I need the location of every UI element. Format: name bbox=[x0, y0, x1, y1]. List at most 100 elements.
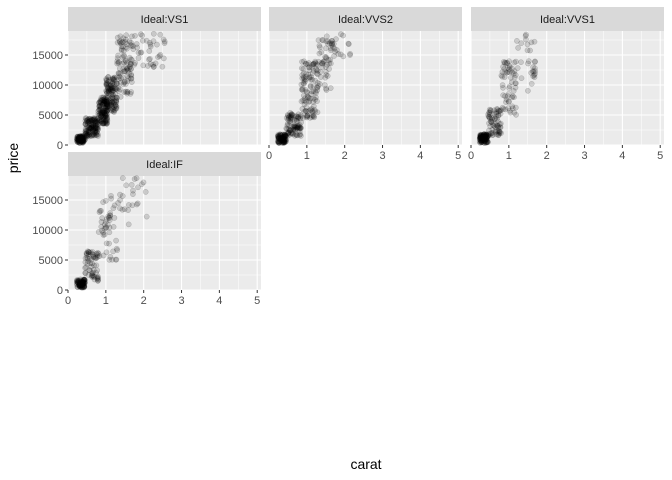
data-point bbox=[323, 54, 330, 61]
data-point bbox=[130, 43, 136, 49]
data-point bbox=[304, 108, 311, 115]
data-point bbox=[500, 106, 507, 112]
data-point bbox=[79, 138, 86, 145]
data-point bbox=[75, 137, 81, 144]
data-point bbox=[274, 138, 281, 145]
data-point bbox=[105, 103, 111, 110]
data-point bbox=[283, 136, 289, 143]
x-tick-label: 0 bbox=[65, 295, 71, 307]
data-point bbox=[76, 137, 82, 144]
data-point bbox=[104, 107, 110, 114]
data-point bbox=[77, 134, 84, 140]
data-point bbox=[278, 132, 284, 139]
data-point bbox=[277, 131, 284, 138]
data-point bbox=[128, 60, 134, 67]
data-point bbox=[146, 48, 153, 54]
data-point bbox=[278, 135, 284, 142]
data-point bbox=[289, 130, 296, 137]
data-point bbox=[326, 66, 332, 72]
data-point bbox=[114, 81, 120, 87]
data-point bbox=[96, 99, 103, 105]
data-point bbox=[150, 61, 156, 68]
data-point bbox=[82, 120, 89, 127]
data-point bbox=[331, 45, 338, 52]
data-point bbox=[79, 282, 86, 288]
data-point bbox=[276, 132, 283, 139]
data-point bbox=[514, 65, 521, 71]
data-point bbox=[78, 134, 84, 141]
data-point bbox=[124, 59, 131, 66]
data-point bbox=[74, 136, 81, 143]
data-point bbox=[304, 112, 311, 119]
data-point bbox=[312, 60, 319, 66]
data-point bbox=[478, 137, 484, 144]
data-point bbox=[276, 135, 283, 141]
data-point bbox=[94, 116, 101, 123]
data-point bbox=[82, 121, 89, 128]
data-point bbox=[156, 53, 163, 60]
data-point bbox=[97, 116, 103, 123]
data-point bbox=[82, 115, 89, 122]
data-point bbox=[291, 126, 298, 133]
data-point bbox=[525, 60, 531, 67]
data-point bbox=[120, 81, 127, 88]
data-point bbox=[116, 86, 123, 92]
data-point bbox=[97, 100, 104, 106]
data-point bbox=[111, 107, 118, 113]
data-point bbox=[108, 107, 115, 114]
data-point bbox=[92, 125, 99, 132]
data-point bbox=[123, 32, 130, 39]
data-point bbox=[105, 88, 112, 95]
data-point bbox=[309, 62, 316, 68]
data-point bbox=[110, 106, 117, 113]
data-point bbox=[103, 99, 110, 105]
data-point bbox=[124, 89, 131, 96]
data-point bbox=[314, 84, 321, 91]
data-point bbox=[510, 88, 517, 94]
data-point bbox=[324, 41, 331, 47]
data-point bbox=[320, 58, 327, 65]
data-point bbox=[479, 134, 486, 141]
data-point bbox=[101, 98, 108, 104]
data-point bbox=[315, 82, 322, 89]
data-point bbox=[78, 134, 85, 140]
data-point bbox=[281, 139, 288, 146]
data-point bbox=[73, 135, 80, 142]
data-point bbox=[94, 119, 100, 126]
data-point bbox=[121, 89, 128, 95]
data-point bbox=[280, 134, 287, 141]
data-point bbox=[90, 127, 96, 134]
data-point bbox=[311, 114, 318, 121]
data-point bbox=[92, 125, 99, 132]
data-point bbox=[103, 82, 110, 89]
data-point bbox=[100, 121, 107, 127]
data-point bbox=[122, 36, 129, 43]
data-point bbox=[80, 138, 87, 145]
data-point bbox=[300, 115, 306, 121]
data-point bbox=[291, 123, 298, 130]
data-point bbox=[103, 79, 110, 86]
data-point bbox=[94, 125, 101, 132]
data-point bbox=[79, 135, 86, 142]
data-point bbox=[80, 137, 87, 144]
data-point bbox=[74, 133, 81, 140]
data-point bbox=[95, 112, 102, 119]
data-point bbox=[128, 71, 135, 78]
data-point bbox=[319, 60, 326, 67]
data-point bbox=[138, 49, 145, 56]
data-point bbox=[80, 135, 86, 141]
data-point bbox=[83, 130, 90, 137]
data-point bbox=[121, 78, 128, 85]
data-point bbox=[95, 115, 102, 121]
data-point bbox=[294, 124, 301, 131]
data-point bbox=[89, 117, 95, 123]
data-point bbox=[103, 94, 110, 100]
data-point bbox=[318, 49, 325, 56]
data-point bbox=[299, 58, 305, 65]
data-point bbox=[109, 76, 116, 83]
data-point bbox=[86, 117, 93, 124]
data-point bbox=[101, 108, 108, 114]
data-point bbox=[94, 115, 101, 122]
data-point bbox=[292, 124, 299, 131]
